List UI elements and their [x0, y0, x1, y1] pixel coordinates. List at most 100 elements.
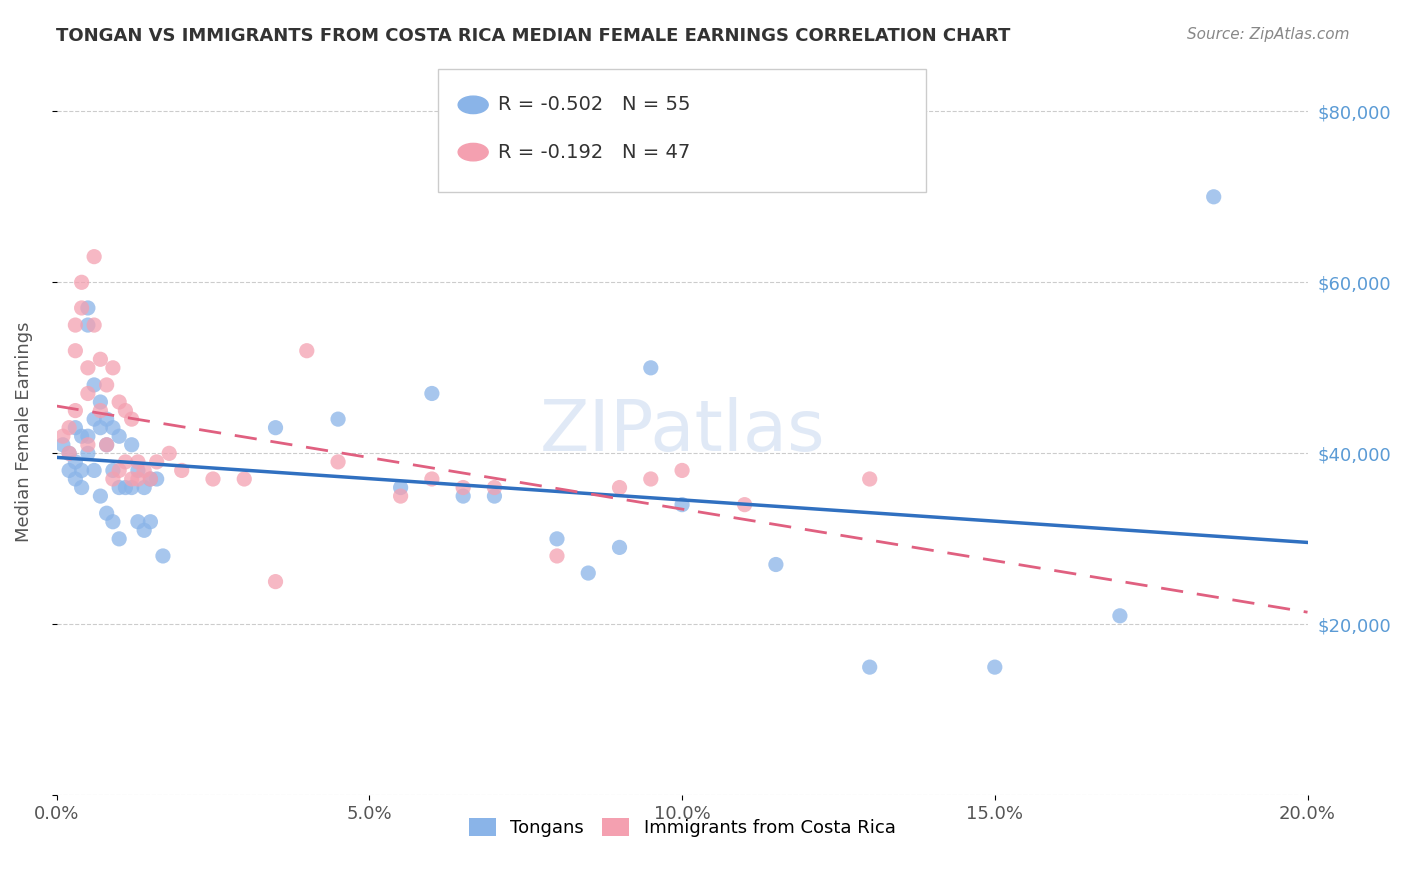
Immigrants from Costa Rica	[65, 318, 87, 332]
Immigrants from Costa Rica	[101, 472, 124, 486]
Tongans	[77, 429, 100, 443]
Tongans	[89, 395, 111, 409]
Tongans	[1202, 190, 1225, 204]
Tongans	[152, 549, 174, 563]
Tongans	[58, 446, 80, 460]
Tongans	[65, 420, 87, 434]
Tongans	[96, 506, 118, 520]
Immigrants from Costa Rica	[264, 574, 287, 589]
Text: ZIPatlas: ZIPatlas	[540, 398, 825, 467]
Immigrants from Costa Rica	[170, 463, 193, 477]
Immigrants from Costa Rica	[70, 275, 93, 289]
Immigrants from Costa Rica	[89, 352, 111, 367]
Immigrants from Costa Rica	[451, 481, 474, 495]
Circle shape	[458, 96, 488, 113]
Tongans	[77, 446, 100, 460]
Immigrants from Costa Rica	[52, 429, 75, 443]
Tongans	[264, 420, 287, 434]
Tongans	[77, 318, 100, 332]
Immigrants from Costa Rica	[70, 301, 93, 315]
Tongans	[83, 412, 105, 426]
Tongans	[108, 429, 131, 443]
Tongans	[765, 558, 787, 572]
Tongans	[70, 481, 93, 495]
Immigrants from Costa Rica	[859, 472, 882, 486]
Immigrants from Costa Rica	[389, 489, 412, 503]
Tongans	[389, 481, 412, 495]
Immigrants from Costa Rica	[77, 386, 100, 401]
Immigrants from Costa Rica	[108, 395, 131, 409]
Text: R = -0.192   N = 47: R = -0.192 N = 47	[498, 143, 690, 161]
FancyBboxPatch shape	[439, 69, 927, 192]
Tongans	[1109, 608, 1132, 623]
Tongans	[114, 481, 136, 495]
Immigrants from Costa Rica	[233, 472, 256, 486]
Tongans	[127, 515, 149, 529]
Immigrants from Costa Rica	[83, 250, 105, 264]
Immigrants from Costa Rica	[145, 455, 167, 469]
Tongans	[134, 481, 156, 495]
Tongans	[108, 481, 131, 495]
Text: R = -0.502   N = 55: R = -0.502 N = 55	[498, 95, 690, 114]
Tongans	[451, 489, 474, 503]
Tongans	[326, 412, 349, 426]
Immigrants from Costa Rica	[734, 498, 756, 512]
Immigrants from Costa Rica	[65, 403, 87, 417]
Immigrants from Costa Rica	[546, 549, 568, 563]
Tongans	[70, 429, 93, 443]
Tongans	[70, 463, 93, 477]
Immigrants from Costa Rica	[201, 472, 224, 486]
Immigrants from Costa Rica	[96, 438, 118, 452]
Immigrants from Costa Rica	[640, 472, 662, 486]
Immigrants from Costa Rica	[114, 455, 136, 469]
Immigrants from Costa Rica	[101, 360, 124, 375]
Tongans	[609, 541, 631, 555]
Tongans	[576, 566, 599, 580]
Immigrants from Costa Rica	[89, 403, 111, 417]
Tongans	[101, 420, 124, 434]
Immigrants from Costa Rica	[77, 438, 100, 452]
Tongans	[671, 498, 693, 512]
Immigrants from Costa Rica	[83, 318, 105, 332]
Immigrants from Costa Rica	[121, 412, 143, 426]
Tongans	[127, 463, 149, 477]
Immigrants from Costa Rica	[108, 463, 131, 477]
Tongans	[139, 515, 162, 529]
Immigrants from Costa Rica	[134, 463, 156, 477]
Tongans	[89, 489, 111, 503]
Immigrants from Costa Rica	[295, 343, 318, 358]
Tongans	[83, 463, 105, 477]
Immigrants from Costa Rica	[420, 472, 443, 486]
Tongans	[420, 386, 443, 401]
Tongans	[65, 455, 87, 469]
Legend: Tongans, Immigrants from Costa Rica: Tongans, Immigrants from Costa Rica	[461, 811, 903, 845]
Immigrants from Costa Rica	[58, 420, 80, 434]
Text: TONGAN VS IMMIGRANTS FROM COSTA RICA MEDIAN FEMALE EARNINGS CORRELATION CHART: TONGAN VS IMMIGRANTS FROM COSTA RICA MED…	[56, 27, 1011, 45]
Immigrants from Costa Rica	[671, 463, 693, 477]
Immigrants from Costa Rica	[127, 455, 149, 469]
Immigrants from Costa Rica	[609, 481, 631, 495]
Tongans	[65, 472, 87, 486]
Tongans	[101, 463, 124, 477]
Immigrants from Costa Rica	[58, 446, 80, 460]
Immigrants from Costa Rica	[77, 360, 100, 375]
Tongans	[139, 472, 162, 486]
Immigrants from Costa Rica	[139, 472, 162, 486]
Immigrants from Costa Rica	[96, 378, 118, 392]
Tongans	[121, 438, 143, 452]
Tongans	[77, 301, 100, 315]
Tongans	[89, 420, 111, 434]
Tongans	[108, 532, 131, 546]
Tongans	[984, 660, 1007, 674]
Immigrants from Costa Rica	[484, 481, 506, 495]
Tongans	[58, 463, 80, 477]
Text: Source: ZipAtlas.com: Source: ZipAtlas.com	[1187, 27, 1350, 42]
Immigrants from Costa Rica	[127, 472, 149, 486]
Immigrants from Costa Rica	[114, 403, 136, 417]
Immigrants from Costa Rica	[121, 472, 143, 486]
Tongans	[859, 660, 882, 674]
Immigrants from Costa Rica	[157, 446, 180, 460]
Tongans	[134, 524, 156, 538]
Tongans	[52, 438, 75, 452]
Immigrants from Costa Rica	[326, 455, 349, 469]
